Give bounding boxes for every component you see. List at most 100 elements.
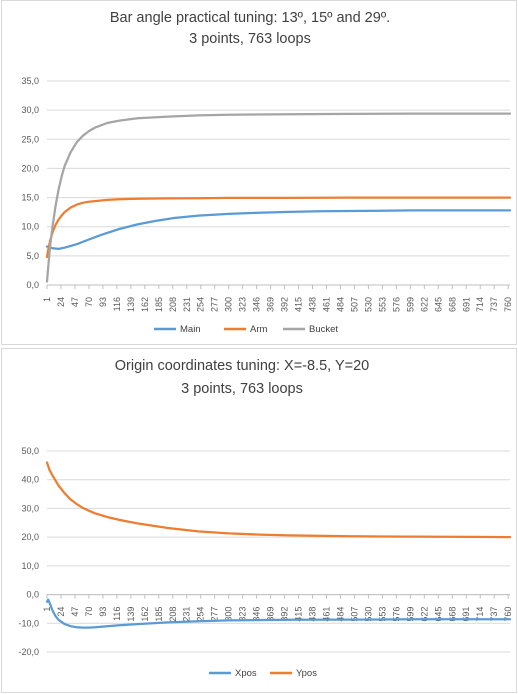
x-tick-label: 622 [419,607,429,622]
chart-subtitle: 3 points, 763 loops [189,31,311,47]
x-tick-label: 93 [98,607,108,617]
x-tick-label: 70 [84,607,94,617]
y-tick-label: -20,0 [18,647,39,657]
x-tick-label: 277 [210,607,220,622]
y-tick-label: 10,0 [21,561,39,571]
x-tick-label: 553 [377,297,387,312]
x-tick-label: 1 [42,607,52,612]
x-tick-label: 277 [210,297,220,312]
x-tick-label: 185 [154,607,164,622]
y-tick-label: 25,0 [21,134,39,144]
x-tick-label: 392 [280,607,290,622]
x-tick-label: 254 [196,607,206,622]
x-tick-label: 760 [503,297,513,312]
x-tick-label: 668 [447,607,457,622]
y-tick-label: 50,0 [21,446,39,456]
x-tick-label: 231 [182,297,192,312]
series-line-main [45,209,512,251]
x-tick-label: 668 [447,297,457,312]
x-tick-label: 162 [140,607,150,622]
x-tick-label: 760 [503,607,513,622]
x-tick-label: 300 [224,297,234,312]
x-tick-label: 530 [363,607,373,622]
x-tick-label: 185 [154,297,164,312]
x-tick-label: 484 [335,297,345,312]
x-tick-label: 461 [322,297,332,312]
x-tick-label: 507 [349,607,359,622]
x-tick-label: 461 [322,607,332,622]
x-tick-label: 1 [42,297,52,302]
x-tick-label: 737 [489,607,499,622]
y-tick-label: 40,0 [21,475,39,485]
y-tick-label: 15,0 [21,193,39,203]
x-tick-label: 116 [112,607,122,621]
x-tick-label: 737 [489,297,499,312]
x-tick-label: 576 [391,297,401,312]
x-tick-label: 392 [280,297,290,312]
x-tick-label: 208 [168,607,178,622]
x-tick-label: 507 [349,297,359,312]
x-tick-label: 622 [419,297,429,312]
x-tick-label: 231 [182,607,192,622]
x-tick-label: 645 [433,297,443,312]
y-tick-label: 20,0 [21,163,39,173]
y-tick-label: -10,0 [18,618,39,628]
y-tick-label: 30,0 [21,105,39,115]
origin-coordinates-chart: Origin coordinates tuning: X=-8.5, Y=20 3… [18,358,513,679]
x-tick-label: 70 [84,297,94,307]
x-tick-label: 415 [294,607,304,622]
bar-angle-chart: Bar angle practical tuning: 13º, 15º and… [21,10,513,335]
x-tick-label: 139 [126,607,136,622]
x-tick-label: 484 [335,607,345,622]
x-tick-label: 576 [391,607,401,622]
x-tick-label: 691 [461,607,471,622]
y-tick-label: 0,0 [26,590,39,600]
x-tick-label: 346 [252,607,262,622]
x-tick-label: 415 [294,297,304,312]
x-tick-label: 323 [238,297,248,312]
chart-title: Origin coordinates tuning: X=-8.5, Y=20 [115,358,369,374]
x-tick-label: 323 [238,607,248,622]
chart-title: Bar angle practical tuning: 13º, 15º and… [110,10,390,26]
x-tick-label: 116 [112,297,122,311]
x-tick-label: 691 [461,297,471,312]
y-tick-label: 30,0 [21,503,39,513]
x-tick-label: 438 [308,297,318,312]
x-tick-label: 599 [405,607,415,622]
legend-label-main: Main [180,324,201,335]
bar-angle-chart-panel: Bar angle practical tuning: 13º, 15º and… [1,0,517,345]
x-tick-label: 530 [363,297,373,312]
x-tick-label: 300 [224,607,234,622]
legend-label-xpos: Xpos [235,668,257,679]
x-tick-label: 714 [475,607,485,622]
series-line-ypos [45,461,512,539]
legend-label-bucket: Bucket [309,324,338,335]
x-tick-label: 24 [56,607,66,617]
x-tick-label: 369 [266,607,276,622]
x-tick-label: 438 [308,607,318,622]
x-tick-label: 47 [70,607,80,617]
y-tick-label: 0,0 [26,280,39,290]
series-line-xpos [45,598,512,629]
series-line-bucket [45,112,512,283]
x-tick-label: 162 [140,297,150,312]
x-tick-label: 254 [196,297,206,312]
x-tick-label: 346 [252,297,262,312]
x-tick-label: 139 [126,297,136,312]
x-tick-label: 369 [266,297,276,312]
y-tick-label: 20,0 [21,532,39,542]
chart-subtitle: 3 points, 763 loops [181,381,303,397]
x-tick-label: 714 [475,297,485,312]
x-tick-label: 553 [377,607,387,622]
x-tick-label: 47 [70,297,80,307]
y-tick-label: 10,0 [21,222,39,232]
y-tick-label: 5,0 [26,251,39,261]
legend-label-arm: Arm [250,324,268,335]
x-tick-label: 93 [98,297,108,307]
x-tick-label: 599 [405,297,415,312]
x-tick-label: 645 [433,607,443,622]
x-tick-label: 24 [56,297,66,307]
legend-label-ypos: Ypos [296,668,317,679]
origin-coordinates-chart-panel: Origin coordinates tuning: X=-8.5, Y=20 3… [1,348,517,693]
series-line-arm [45,196,512,259]
